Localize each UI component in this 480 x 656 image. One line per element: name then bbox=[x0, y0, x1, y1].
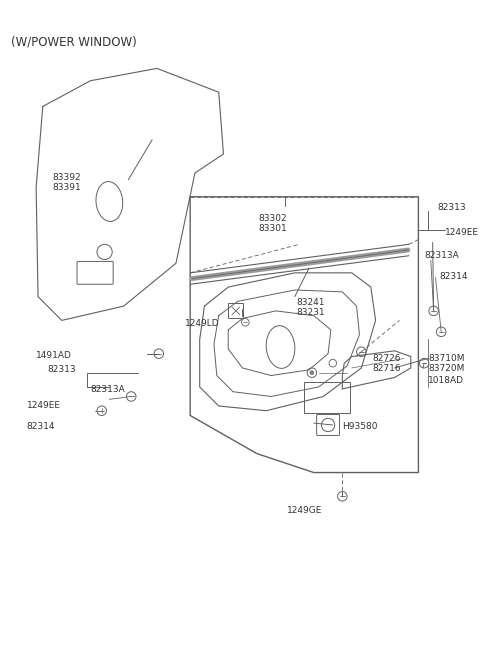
Bar bbox=[304, 382, 350, 413]
Text: 1249EE: 1249EE bbox=[445, 228, 479, 237]
Text: 83241
83231: 83241 83231 bbox=[297, 298, 325, 317]
Text: H93580: H93580 bbox=[342, 422, 378, 432]
Text: 1249GE: 1249GE bbox=[287, 506, 322, 515]
Text: 82313A: 82313A bbox=[424, 251, 459, 260]
Text: 82313: 82313 bbox=[48, 365, 76, 375]
Text: 83710M
83720M: 83710M 83720M bbox=[428, 354, 465, 373]
Text: 83302
83301: 83302 83301 bbox=[259, 214, 288, 233]
Text: 82314: 82314 bbox=[439, 272, 468, 281]
Text: (W/POWER WINDOW): (W/POWER WINDOW) bbox=[12, 35, 137, 48]
Circle shape bbox=[310, 371, 314, 375]
Text: 1249EE: 1249EE bbox=[26, 401, 60, 411]
Text: 82313: 82313 bbox=[437, 203, 466, 213]
Text: 82314: 82314 bbox=[26, 422, 55, 432]
Text: 1018AD: 1018AD bbox=[428, 376, 464, 385]
Text: 1491AD: 1491AD bbox=[36, 351, 72, 360]
Text: 83392
83391: 83392 83391 bbox=[52, 173, 81, 192]
Text: 82313A: 82313A bbox=[90, 385, 125, 394]
Text: 1249LD: 1249LD bbox=[185, 319, 220, 328]
Text: 82726
82716: 82726 82716 bbox=[373, 354, 401, 373]
